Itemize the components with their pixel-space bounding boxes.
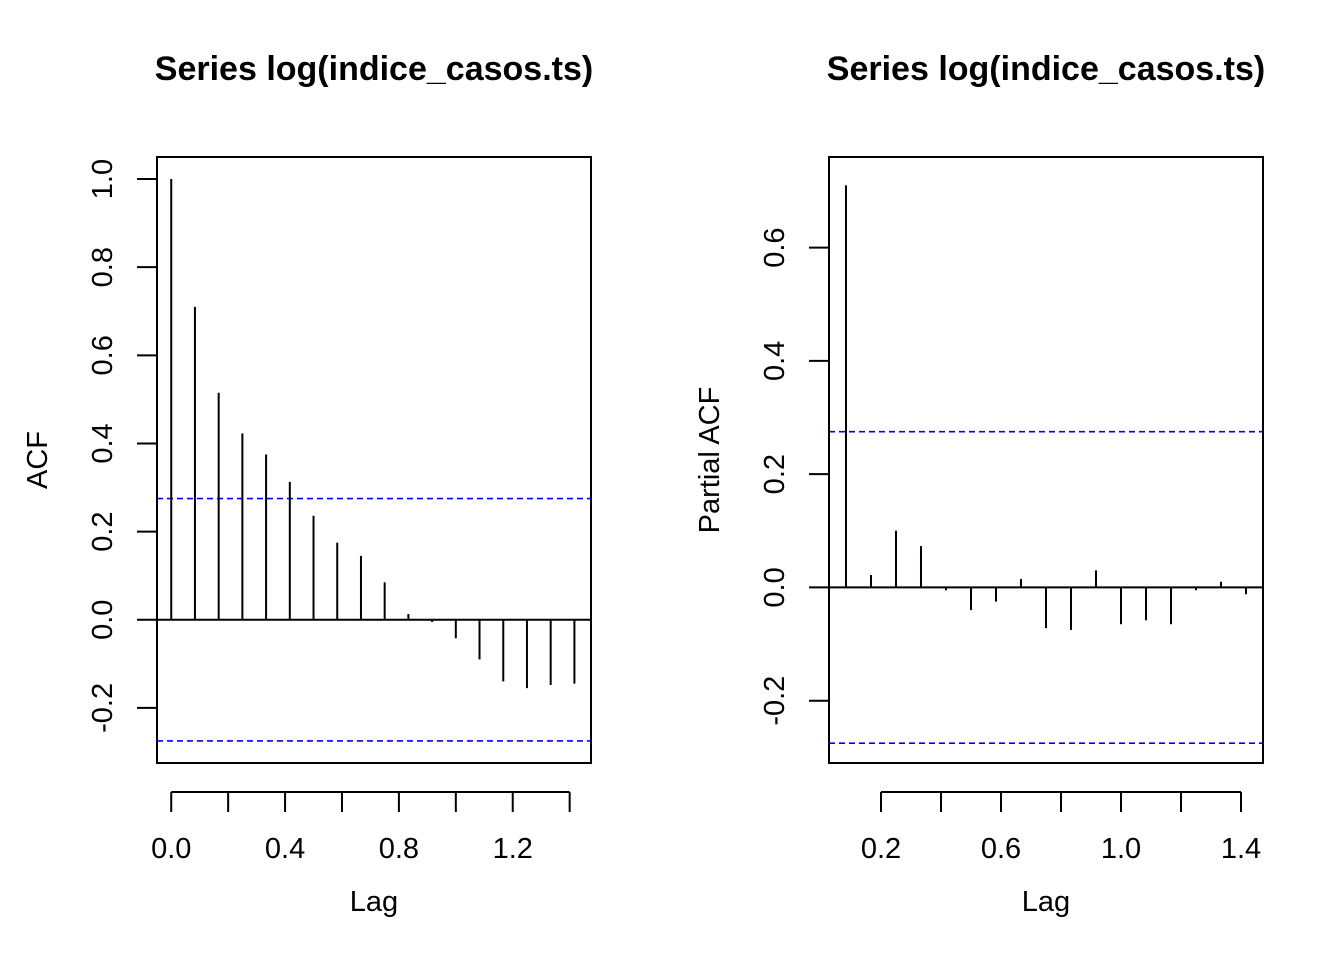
acf-x-tick-label-0: 0.0 — [151, 833, 191, 865]
pacf-y-tick-label-1: 0.0 — [759, 567, 791, 607]
pacf-y-tick-label-0: -0.2 — [759, 676, 791, 726]
pacf-x-axis-label: Lag — [1022, 886, 1070, 918]
acf-y-tick-label-5: 0.8 — [87, 247, 119, 287]
acf-plot-frame — [156, 156, 592, 764]
pacf-x-tick-label-4: 1.0 — [1101, 833, 1141, 865]
acf-y-axis-label: ACF — [22, 431, 54, 489]
acf-panel: Series log(indice_casos.ts) Lag ACF 0.0 0… — [22, 50, 593, 918]
acf-x-axis-label: Lag — [350, 886, 398, 918]
acf-y-tick-label-1: 0.0 — [87, 600, 119, 640]
pacf-x-tick-label-6: 1.4 — [1221, 833, 1261, 865]
pacf-y-axis-label: Partial ACF — [694, 387, 726, 534]
pacf-y-axis: -0.2 0.0 0.2 0.4 0.6 — [759, 227, 830, 726]
acf-title: Series log(indice_casos.ts) — [155, 50, 593, 88]
acf-x-tick-label-6: 1.2 — [493, 833, 533, 865]
pacf-y-tick-label-2: 0.2 — [759, 454, 791, 494]
acf-y-tick-label-6: 1.0 — [87, 159, 119, 199]
pacf-y-tick-label-4: 0.6 — [759, 227, 791, 267]
pacf-y-tick-label-3: 0.4 — [759, 341, 791, 381]
acf-y-axis: -0.2 0.0 0.2 0.4 0.6 0.8 1.0 — [87, 159, 158, 733]
acf-x-axis: 0.0 0.4 0.8 1.2 — [151, 791, 571, 865]
acf-x-tick-label-2: 0.4 — [265, 833, 305, 865]
pacf-x-axis: 0.2 0.6 1.0 1.4 — [861, 791, 1261, 865]
acf-y-tick-label-2: 0.2 — [87, 511, 119, 551]
acf-y-tick-label-0: -0.2 — [87, 683, 119, 733]
pacf-x-tick-label-2: 0.6 — [981, 833, 1021, 865]
pacf-panel: Series log(indice_casos.ts) Lag Partial … — [694, 50, 1265, 918]
acf-y-tick-label-4: 0.6 — [87, 335, 119, 375]
acf-marks — [157, 179, 591, 742]
pacf-marks — [829, 185, 1263, 744]
pacf-x-tick-label-0: 0.2 — [861, 833, 901, 865]
pacf-plot-frame — [828, 156, 1264, 764]
pacf-title: Series log(indice_casos.ts) — [827, 50, 1265, 88]
acf-y-tick-label-3: 0.4 — [87, 423, 119, 463]
acf-x-tick-label-4: 0.8 — [379, 833, 419, 865]
